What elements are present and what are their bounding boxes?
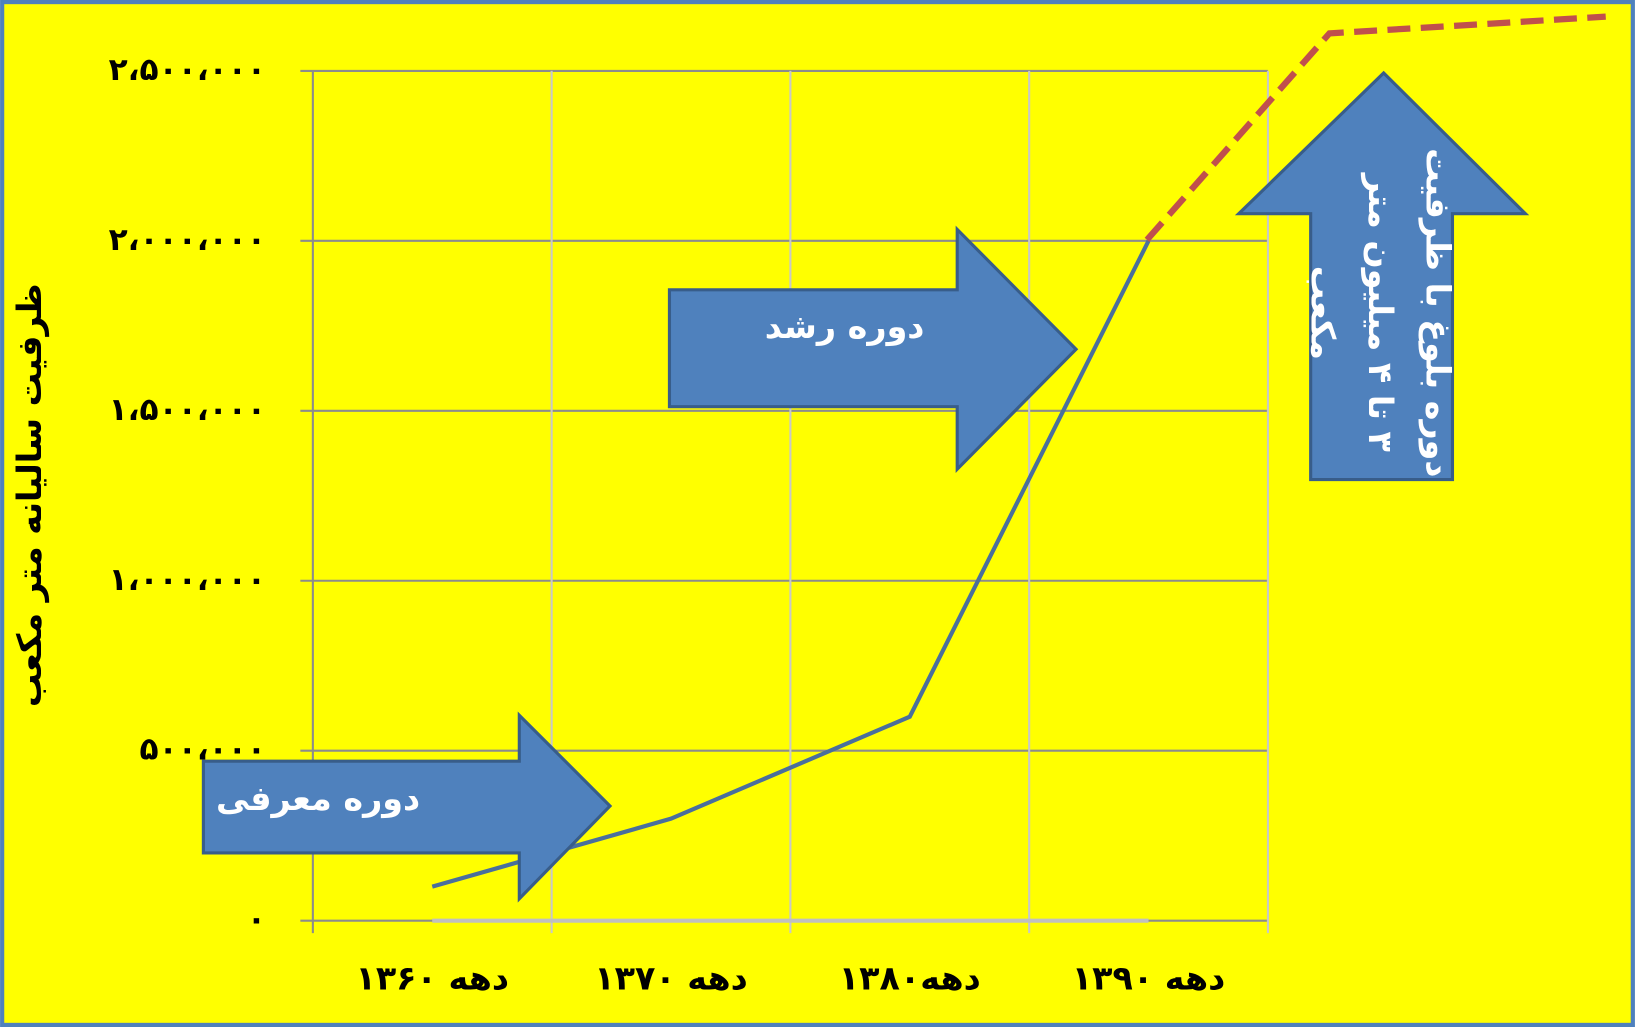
y-tick-label: ۲،۰۰۰،۰۰۰: [109, 222, 266, 258]
y-tick-label: ۱،۰۰۰،۰۰۰: [109, 562, 266, 598]
maturity-arrow: [1234, 70, 1530, 482]
y-tick-label: ۲،۵۰۰،۰۰۰: [109, 52, 266, 88]
projection-line: [1144, 13, 1606, 242]
y-tick-label: ۱،۵۰۰،۰۰۰: [109, 392, 266, 428]
x-tick-label: دهه ۱۳۹۰: [1072, 959, 1226, 998]
annotation: دوره معرفی: [216, 779, 420, 819]
y-axis-title: ظرفیت سالیانه متر مکعب: [10, 283, 50, 707]
x-tick-label: دهه ۱۳۶۰: [355, 959, 509, 998]
y-tick-label: ۰: [247, 902, 266, 938]
intro-arrow: [201, 711, 613, 903]
annotation: دوره بلوغ با ظرفیت: [1417, 148, 1457, 477]
x-tick-label: دهه ۱۳۷۰: [594, 959, 748, 998]
annotation: مکعب: [1304, 266, 1343, 360]
growth-arrow: [667, 225, 1079, 473]
annotation: دوره رشد: [765, 307, 925, 347]
x-tick-label: دهه۱۳۸۰: [839, 959, 981, 998]
annotation: ۳ تا ۴ میلیون متر: [1360, 172, 1400, 452]
y-tick-label: ۵۰۰،۰۰۰: [140, 732, 266, 768]
